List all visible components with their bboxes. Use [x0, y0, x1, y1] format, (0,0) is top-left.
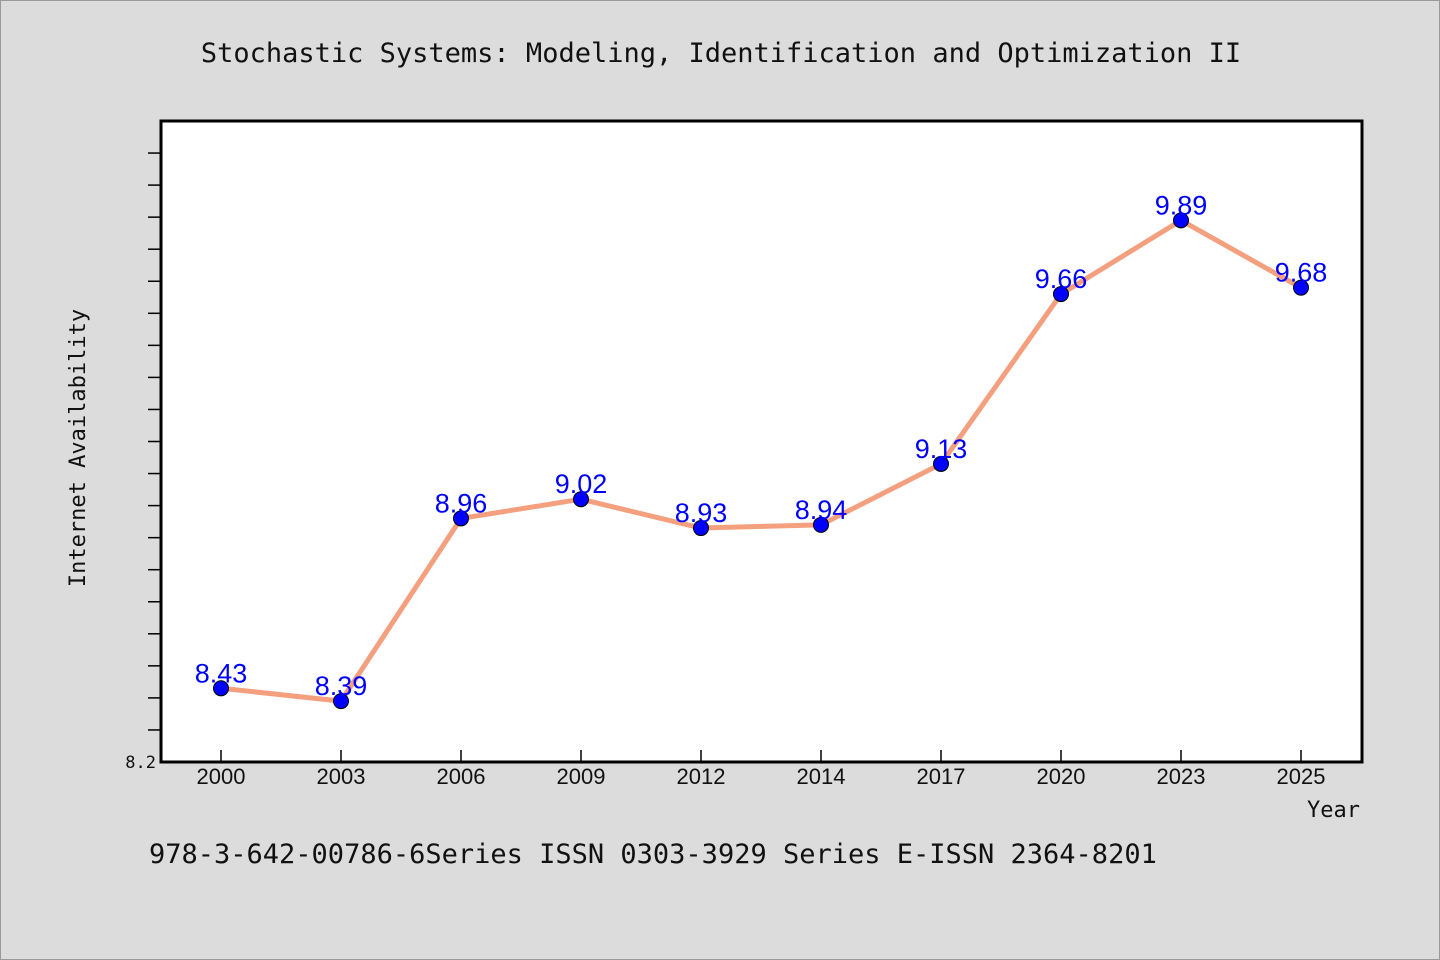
data-point — [933, 455, 949, 472]
x-axis-label: Year — [1307, 798, 1360, 823]
data-point — [573, 491, 589, 508]
data-label: 8.39 — [315, 671, 368, 701]
x-tick-label: 2020 — [1037, 764, 1086, 789]
data-label: 8.43 — [195, 658, 248, 688]
data-label: 8.96 — [435, 488, 488, 518]
y-axis-ticks: 8.2 — [125, 152, 161, 773]
data-label: 8.93 — [675, 498, 728, 528]
x-tick-label: 2025 — [1277, 764, 1326, 789]
data-label: 9.13 — [915, 434, 968, 464]
y-tick-label: 8.2 — [125, 753, 156, 773]
x-tick-label: 2014 — [797, 764, 846, 789]
x-tick-label: 2012 — [677, 764, 726, 789]
x-tick-label: 2017 — [917, 764, 966, 789]
y-axis-label: Internet Availability — [66, 309, 91, 587]
data-point — [1293, 279, 1309, 296]
data-point — [453, 510, 469, 527]
data-point — [1173, 212, 1189, 229]
data-point — [1053, 286, 1069, 303]
plot-area — [159, 119, 1364, 764]
x-tick-label: 2003 — [317, 764, 366, 789]
x-tick-label: 2023 — [1157, 764, 1206, 789]
data-label: 9.68 — [1275, 258, 1328, 288]
footer-text: 978-3-642-00786-6Series ISSN 0303-3929 S… — [149, 839, 1157, 870]
data-label: 8.94 — [795, 495, 848, 525]
data-point — [693, 520, 709, 537]
data-point — [213, 680, 229, 697]
data-label: 9.89 — [1155, 190, 1208, 220]
series-line — [218, 217, 1304, 704]
data-label: 9.66 — [1035, 264, 1088, 294]
data-point — [813, 516, 829, 533]
data-markers — [213, 212, 1309, 710]
x-axis-ticks: 2000 2003 2006 2009 2012 2014 2017 2020 2023 2025 — [197, 750, 1326, 789]
data-labels: 8.43 8.39 8.96 9.02 8.93 8.94 9.13 9.66 9.89 9.68 — [195, 190, 1328, 701]
x-tick-label: 2009 — [557, 764, 606, 789]
chart-title: Stochastic Systems: Modeling, Identifica… — [201, 38, 1241, 69]
data-point — [333, 693, 349, 710]
x-tick-label: 2006 — [437, 764, 486, 789]
x-tick-label: 2000 — [197, 764, 246, 789]
data-label: 9.02 — [555, 469, 608, 499]
